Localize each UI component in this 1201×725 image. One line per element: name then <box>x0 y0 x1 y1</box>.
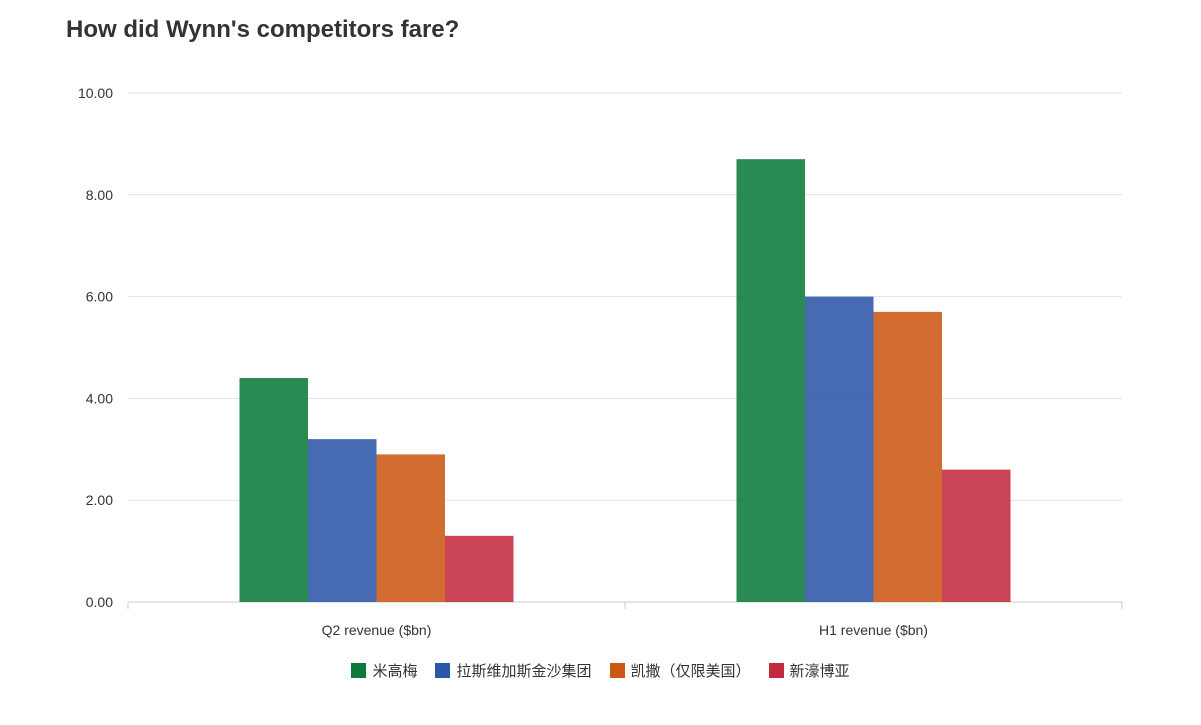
legend-swatch <box>435 663 451 678</box>
bar-0-3 <box>445 535 514 602</box>
bar-0-1 <box>308 439 377 602</box>
tick-labels: 0.00 2.00 4.00 6.00 8.00 10.00 Q2 revenue ($bn… <box>78 85 928 638</box>
y-tick-label: 0.00 <box>86 594 113 610</box>
legend-label: 凯撒（仅限美国） <box>630 662 751 680</box>
legend-swatch <box>768 663 784 678</box>
legend-swatch <box>609 663 625 678</box>
legend-item[interactable]: 凯撒（仅限美国） <box>609 660 751 681</box>
legend-label: 新濠博亚 <box>789 662 850 680</box>
bar-1-1 <box>805 296 874 602</box>
legend-label: 拉斯维加斯金沙集团 <box>456 662 592 680</box>
y-tick-label: 2.00 <box>86 492 113 508</box>
bar-1-2 <box>873 311 942 602</box>
legend-item[interactable]: 新濠博亚 <box>768 660 850 681</box>
chart-title: How did Wynn's competitors fare? <box>66 16 460 43</box>
bars <box>239 159 1011 603</box>
legend-swatch <box>351 663 367 678</box>
bar-0-0 <box>239 378 308 602</box>
x-tick-label: Q2 revenue ($bn) <box>322 622 432 638</box>
y-tick-label: 8.00 <box>86 187 113 203</box>
legend-item[interactable]: 拉斯维加斯金沙集团 <box>435 660 592 681</box>
y-tick-label: 6.00 <box>86 289 113 305</box>
bar-1-3 <box>942 469 1011 602</box>
bar-1-0 <box>736 159 805 603</box>
chart-legend: 米高梅 拉斯维加斯金沙集团 凯撒（仅限美国） 新濠博亚 <box>0 660 1201 681</box>
legend-label: 米高梅 <box>372 662 418 680</box>
y-tick-label: 4.00 <box>86 390 113 406</box>
legend-item[interactable]: 米高梅 <box>351 660 417 681</box>
y-tick-label: 10.00 <box>78 85 113 101</box>
x-tick-label: H1 revenue ($bn) <box>819 622 928 638</box>
bar-0-2 <box>376 454 445 602</box>
axes <box>127 601 1123 609</box>
